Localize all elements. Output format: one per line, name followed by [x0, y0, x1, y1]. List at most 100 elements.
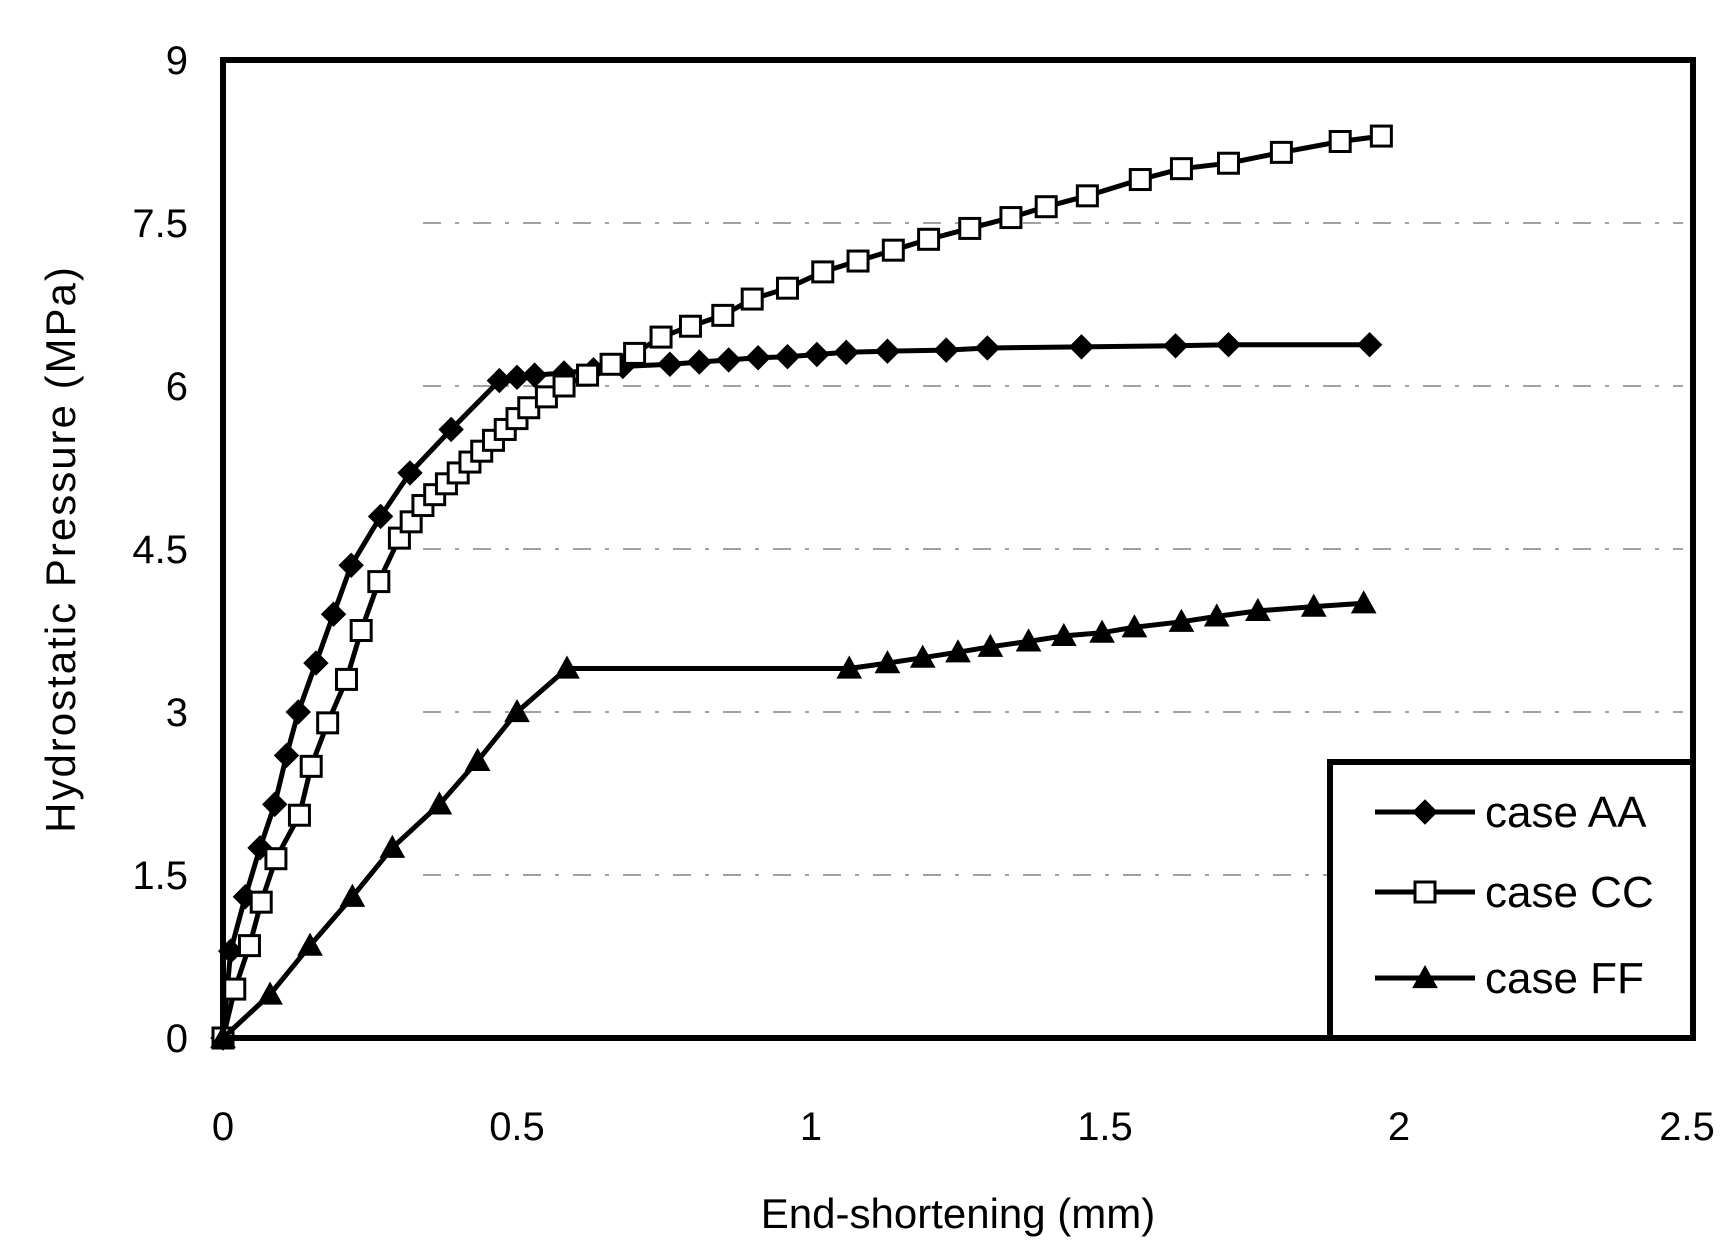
data-point-square — [1034, 195, 1058, 219]
data-point-diamond — [1412, 799, 1438, 825]
data-point-diamond — [1215, 331, 1242, 358]
data-point-diamond — [715, 347, 742, 373]
data-point-diamond — [874, 338, 901, 364]
x-tick-label: 2 — [1388, 1105, 1410, 1149]
data-point-square — [711, 303, 735, 327]
plot-area-frame — [220, 57, 1696, 1041]
legend-item: case FF — [1375, 954, 1644, 1003]
x-tick-label: 0 — [212, 1105, 234, 1149]
data-point-square — [349, 619, 373, 642]
data-point-diamond — [974, 335, 1001, 361]
y-axis-title: Hydrostatic Pressure (MPa) — [37, 265, 84, 833]
y-tick-label: 4.5 — [132, 528, 188, 572]
data-point-triangle — [909, 644, 936, 668]
data-point-triangle — [1203, 603, 1230, 627]
data-point-diamond — [303, 650, 329, 676]
data-point-square — [1328, 130, 1352, 153]
data-point-square — [287, 803, 311, 827]
data-point-square — [881, 238, 905, 262]
legend: case AA case CC case FF — [1327, 759, 1696, 1041]
data-point-diamond — [273, 742, 300, 769]
y-tick-label: 1.5 — [132, 854, 188, 898]
y-tick-label: 6 — [166, 365, 188, 409]
data-point-triangle — [836, 655, 863, 679]
data-point-triangle — [945, 639, 971, 663]
data-point-triangle — [379, 834, 406, 858]
data-point-diamond — [657, 351, 683, 377]
data-point-square — [599, 352, 623, 376]
data-point-triangle — [1050, 622, 1077, 647]
data-point-diamond — [262, 791, 288, 818]
legend-item: case CC — [1375, 868, 1654, 917]
data-point-square — [334, 667, 358, 691]
data-point-diamond — [438, 416, 464, 443]
data-point-square — [917, 227, 941, 251]
data-point-triangle — [1300, 593, 1327, 617]
data-point-square — [846, 249, 870, 273]
data-point-diamond — [367, 503, 394, 530]
data-point-square — [1269, 140, 1293, 164]
data-point-diamond — [933, 337, 959, 363]
data-point-diamond — [745, 345, 771, 371]
data-point-square — [264, 847, 288, 871]
x-tick-label: 0.5 — [489, 1105, 545, 1149]
data-point-diamond — [686, 349, 712, 375]
data-point-square — [299, 754, 323, 778]
data-point-triangle — [426, 791, 453, 815]
data-point-triangle — [1412, 964, 1438, 989]
data-point-triangle — [1121, 614, 1148, 638]
data-point-square — [678, 314, 702, 338]
data-point-square — [367, 570, 391, 594]
data-point-square — [649, 325, 673, 349]
legend-label: case AA — [1485, 788, 1647, 837]
data-point-square — [576, 363, 600, 387]
data-point-diamond — [521, 362, 548, 388]
data-point-triangle — [1015, 628, 1042, 652]
data-point-square — [623, 341, 647, 365]
legend-box — [1327, 759, 1696, 1041]
series-3 — [210, 590, 1377, 1049]
data-point-triangle — [297, 932, 323, 956]
x-axis-title: End-shortening (mm) — [761, 1190, 1155, 1237]
data-point-diamond — [1068, 334, 1095, 360]
data-point-triangle — [464, 747, 491, 771]
x-axis-ticks: 0 0.5 1 1.5 2 2.5 — [212, 1105, 1715, 1149]
data-point-diamond — [1162, 333, 1189, 359]
data-point-square — [237, 934, 261, 958]
data-point-square — [775, 276, 799, 300]
y-tick-label: 9 — [166, 39, 188, 83]
data-point-triangle — [874, 650, 901, 674]
data-point-triangle — [1089, 619, 1115, 643]
data-point-triangle — [1350, 590, 1377, 614]
data-point-diamond — [833, 339, 859, 366]
data-point-diamond — [320, 601, 347, 627]
data-point-triangle — [977, 633, 1004, 657]
x-tick-label: 2.5 — [1659, 1105, 1715, 1149]
data-point-square — [1128, 168, 1152, 192]
data-point-triangle — [554, 655, 580, 679]
data-point-triangle — [339, 883, 366, 907]
x-tick-label: 1 — [800, 1105, 822, 1149]
data-point-square — [1413, 880, 1437, 904]
y-axis-ticks: 0 1.5 3 4.5 6 7.5 9 — [132, 39, 188, 1061]
data-point-square — [1216, 151, 1240, 175]
data-point-triangle — [257, 981, 283, 1005]
data-point-square — [811, 260, 835, 284]
data-point-square — [740, 287, 764, 311]
legend-item: case AA — [1375, 788, 1647, 837]
data-point-triangle — [1168, 608, 1195, 632]
data-point-triangle — [504, 698, 530, 723]
data-point-diamond — [804, 341, 830, 368]
data-point-square — [316, 711, 340, 735]
data-point-square — [1075, 184, 1099, 208]
data-point-diamond — [1356, 331, 1383, 358]
data-point-square — [1369, 124, 1393, 148]
y-tick-label: 7.5 — [132, 202, 188, 246]
data-point-diamond — [338, 552, 364, 579]
data-point-square — [1169, 157, 1193, 181]
data-point-diamond — [774, 343, 801, 370]
series-group — [210, 124, 1393, 1051]
data-point-triangle — [1245, 597, 1271, 622]
